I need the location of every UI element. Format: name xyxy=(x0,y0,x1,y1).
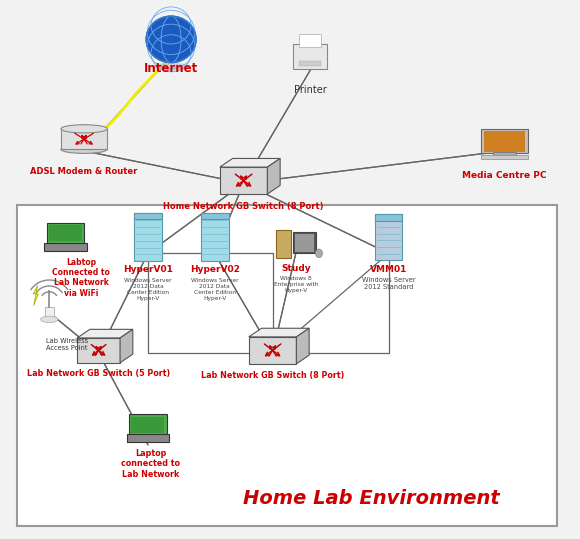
FancyBboxPatch shape xyxy=(276,230,291,258)
Polygon shape xyxy=(249,328,309,337)
FancyBboxPatch shape xyxy=(46,223,85,244)
Text: Internet: Internet xyxy=(144,62,198,75)
Ellipse shape xyxy=(61,145,107,154)
FancyBboxPatch shape xyxy=(49,225,82,241)
Polygon shape xyxy=(267,158,280,194)
FancyBboxPatch shape xyxy=(17,205,557,526)
FancyBboxPatch shape xyxy=(299,33,321,47)
Text: Labtop
Connected to
Lab Network
via WiFi: Labtop Connected to Lab Network via WiFi xyxy=(52,258,110,298)
Polygon shape xyxy=(249,337,296,364)
Polygon shape xyxy=(120,329,133,363)
FancyBboxPatch shape xyxy=(201,213,229,219)
FancyBboxPatch shape xyxy=(44,243,87,251)
Text: Windows Server
2012 Data
Center Edition
Hyper-V: Windows Server 2012 Data Center Edition … xyxy=(191,278,238,301)
Ellipse shape xyxy=(155,64,187,70)
Circle shape xyxy=(146,16,196,63)
Text: HyperV02: HyperV02 xyxy=(190,265,240,274)
Text: HyperV01: HyperV01 xyxy=(123,265,173,274)
Text: VMM01: VMM01 xyxy=(370,265,407,274)
Text: Lab Network GB Switch (5 Port): Lab Network GB Switch (5 Port) xyxy=(27,369,170,378)
FancyBboxPatch shape xyxy=(375,214,402,260)
FancyBboxPatch shape xyxy=(375,214,402,220)
Ellipse shape xyxy=(316,249,322,258)
FancyBboxPatch shape xyxy=(134,213,162,261)
Text: Printer: Printer xyxy=(294,85,327,95)
FancyBboxPatch shape xyxy=(299,60,321,66)
FancyBboxPatch shape xyxy=(45,307,54,319)
Text: Laptop
connected to
Lab Network: Laptop connected to Lab Network xyxy=(121,449,180,479)
FancyBboxPatch shape xyxy=(201,213,229,261)
FancyBboxPatch shape xyxy=(131,417,165,433)
Ellipse shape xyxy=(61,125,107,133)
FancyBboxPatch shape xyxy=(293,44,327,68)
Text: Windows Server
2012 Data
Center Edition
Hyper-V: Windows Server 2012 Data Center Edition … xyxy=(124,278,172,301)
Text: Study: Study xyxy=(281,264,311,273)
Polygon shape xyxy=(220,158,280,167)
Polygon shape xyxy=(296,328,309,364)
Text: Media Centre PC: Media Centre PC xyxy=(462,171,547,181)
Text: Lab Network GB Switch (8 Port): Lab Network GB Switch (8 Port) xyxy=(201,371,345,381)
Text: Windows 8
Enterprise with
Hyper-V: Windows 8 Enterprise with Hyper-V xyxy=(274,276,318,293)
Polygon shape xyxy=(220,167,267,194)
Polygon shape xyxy=(77,329,133,338)
FancyBboxPatch shape xyxy=(126,434,169,442)
Ellipse shape xyxy=(41,316,58,322)
FancyBboxPatch shape xyxy=(61,129,107,149)
FancyBboxPatch shape xyxy=(481,155,528,159)
Polygon shape xyxy=(77,338,120,363)
FancyBboxPatch shape xyxy=(481,129,528,153)
FancyBboxPatch shape xyxy=(293,232,316,253)
FancyBboxPatch shape xyxy=(295,234,314,252)
FancyBboxPatch shape xyxy=(134,213,162,219)
Text: Home Network GB Switch (8 Port): Home Network GB Switch (8 Port) xyxy=(164,202,324,211)
Text: Lab Wireless
Access Point: Lab Wireless Access Point xyxy=(46,338,88,351)
Text: ADSL Modem & Router: ADSL Modem & Router xyxy=(30,167,138,176)
Text: Home Lab Environment: Home Lab Environment xyxy=(243,489,499,508)
FancyBboxPatch shape xyxy=(129,414,167,435)
Text: Windows Server
2012 Standard: Windows Server 2012 Standard xyxy=(362,277,415,290)
FancyBboxPatch shape xyxy=(484,131,525,152)
FancyBboxPatch shape xyxy=(493,152,516,156)
Polygon shape xyxy=(33,285,38,306)
